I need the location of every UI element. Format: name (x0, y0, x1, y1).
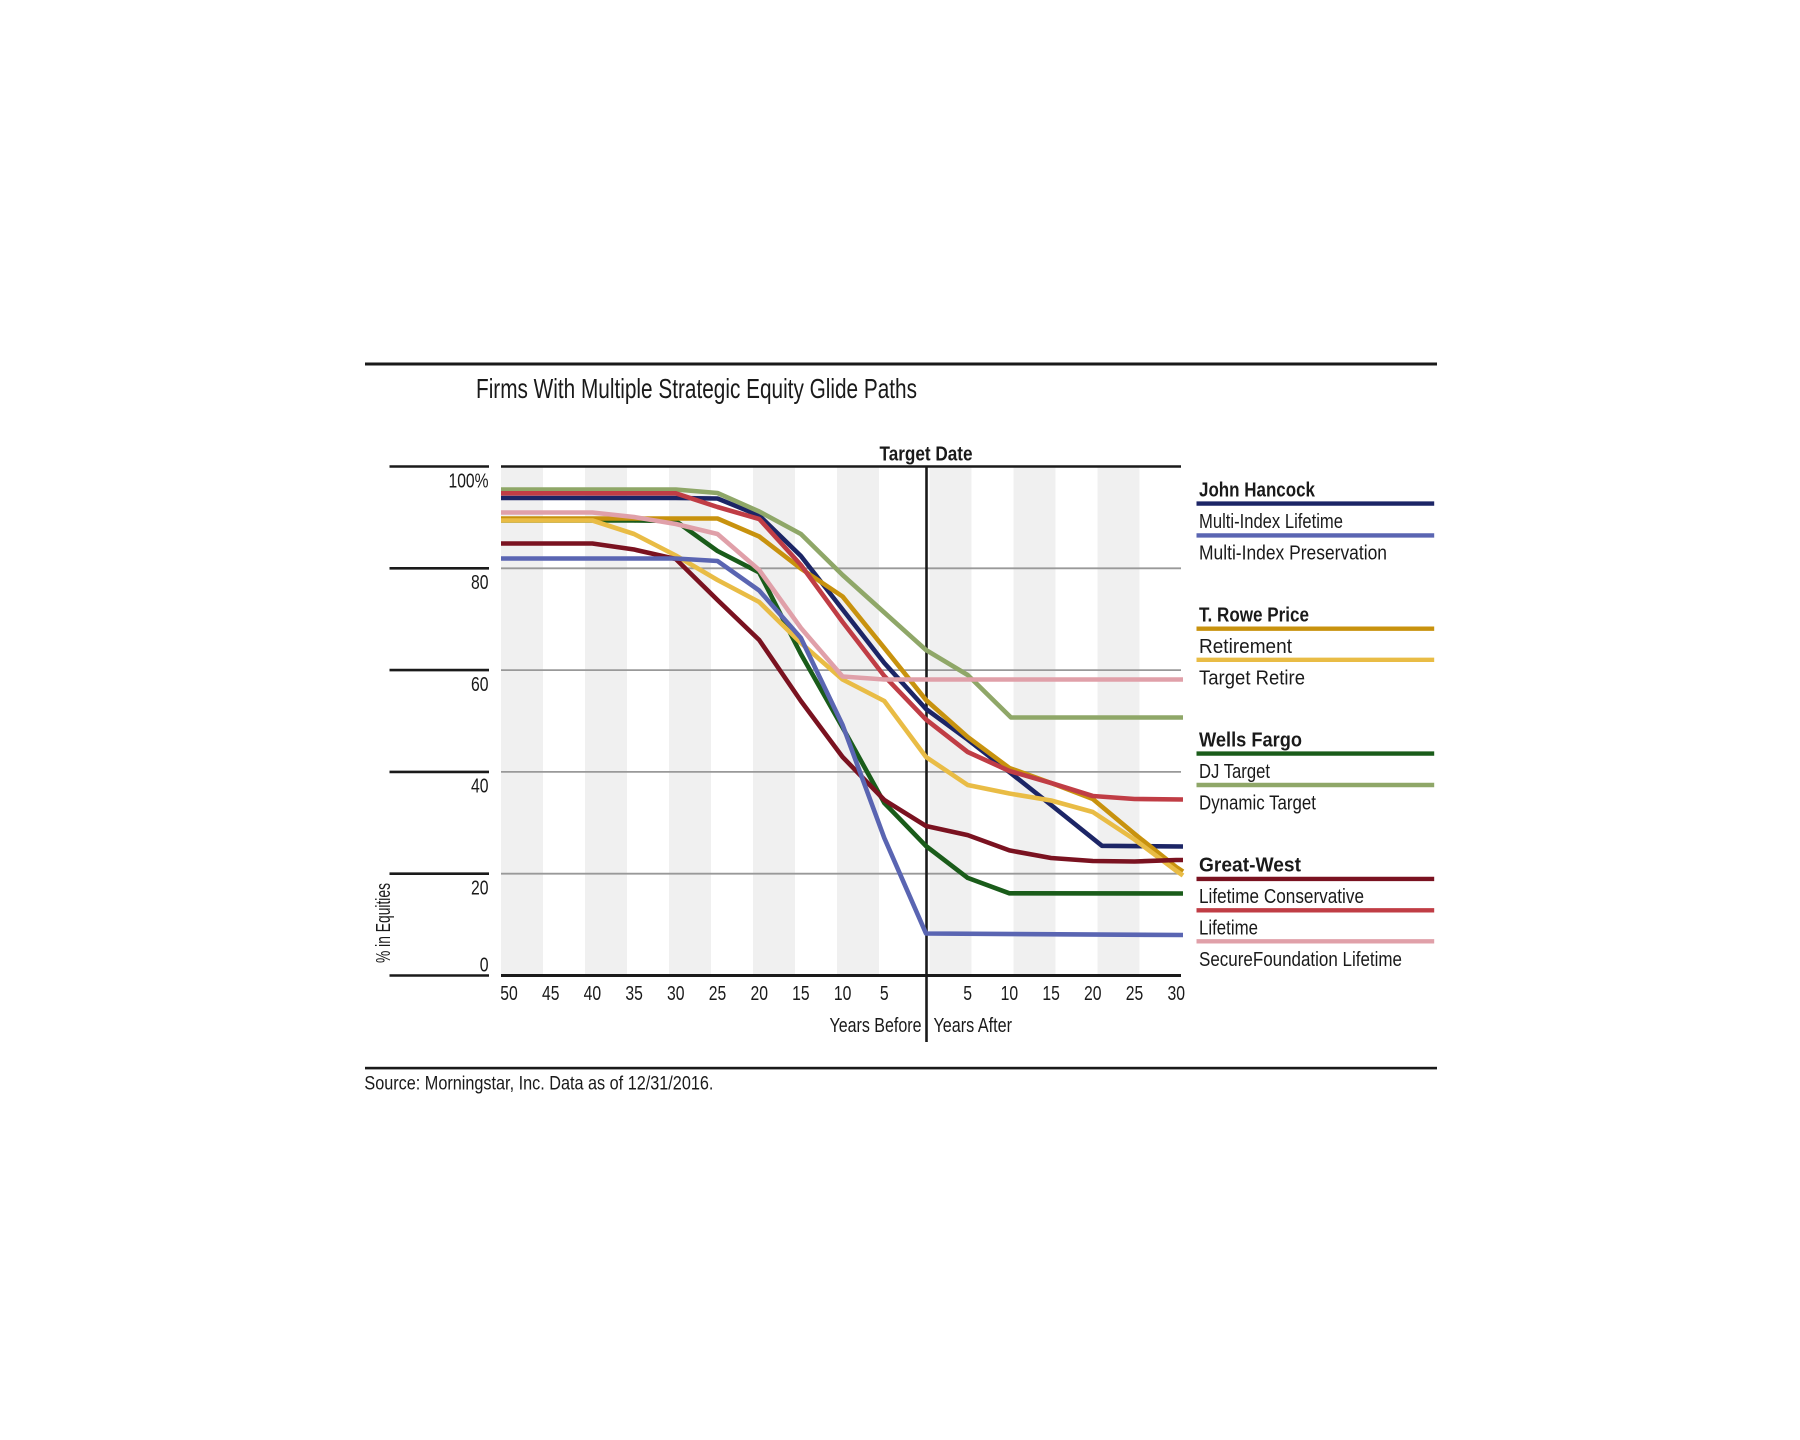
svg-text:John Hancock: John Hancock (1199, 478, 1315, 501)
svg-text:Target Retire: Target Retire (1199, 667, 1305, 690)
svg-text:50: 50 (500, 983, 518, 1005)
svg-text:30: 30 (1167, 983, 1185, 1005)
svg-text:Lifetime Conservative: Lifetime Conservative (1199, 885, 1364, 908)
svg-text:45: 45 (542, 983, 560, 1005)
svg-text:DJ Target: DJ Target (1199, 760, 1270, 783)
svg-text:20: 20 (1084, 983, 1102, 1005)
svg-text:SecureFoundation Lifetime: SecureFoundation Lifetime (1199, 948, 1402, 971)
svg-text:5: 5 (880, 983, 889, 1005)
svg-text:25: 25 (709, 983, 727, 1005)
svg-text:30: 30 (667, 983, 685, 1005)
svg-text:Wells Fargo: Wells Fargo (1199, 728, 1302, 751)
svg-text:20: 20 (471, 878, 489, 900)
svg-text:10: 10 (834, 983, 852, 1005)
svg-text:60: 60 (471, 674, 489, 696)
svg-text:15: 15 (792, 983, 810, 1005)
svg-text:Multi-Index Lifetime: Multi-Index Lifetime (1199, 510, 1343, 533)
svg-text:Years Before: Years Before (830, 1015, 922, 1037)
svg-text:40: 40 (471, 776, 489, 798)
svg-text:Retirement: Retirement (1199, 635, 1292, 658)
svg-text:100%: 100% (449, 470, 489, 492)
svg-text:Multi-Index Preservation: Multi-Index Preservation (1199, 542, 1387, 565)
svg-text:Firms With Multiple Strategic: Firms With Multiple Strategic Equity Gli… (476, 373, 917, 404)
svg-text:35: 35 (625, 983, 643, 1005)
svg-text:Great-West: Great-West (1199, 854, 1301, 877)
svg-text:80: 80 (471, 572, 489, 594)
svg-text:40: 40 (584, 983, 602, 1005)
svg-text:% in Equities: % in Equities (373, 883, 395, 963)
svg-text:10: 10 (1001, 983, 1019, 1005)
svg-text:5: 5 (963, 983, 972, 1005)
svg-text:Source: Morningstar, Inc. Data: Source: Morningstar, Inc. Data as of 12/… (364, 1073, 713, 1095)
svg-text:20: 20 (750, 983, 768, 1005)
svg-text:25: 25 (1126, 983, 1144, 1005)
svg-text:0: 0 (480, 955, 489, 977)
svg-text:Target Date: Target Date (880, 443, 973, 466)
svg-text:Dynamic Target: Dynamic Target (1199, 792, 1316, 815)
svg-text:Years After: Years After (934, 1015, 1013, 1037)
svg-text:T. Rowe Price: T. Rowe Price (1199, 603, 1309, 626)
svg-text:Lifetime: Lifetime (1199, 917, 1258, 940)
svg-text:15: 15 (1042, 983, 1060, 1005)
